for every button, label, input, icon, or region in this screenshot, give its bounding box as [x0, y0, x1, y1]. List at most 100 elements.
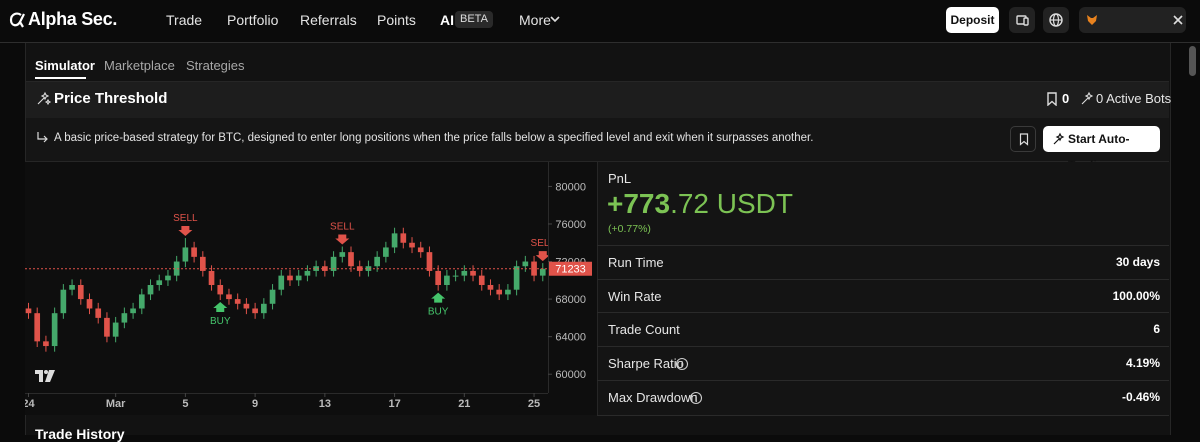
info-icon[interactable]: [675, 357, 689, 371]
stat-label: Max Drawdown: [608, 390, 698, 405]
wallet-button[interactable]: [1079, 7, 1186, 33]
logo[interactable]: Alpha Sec.: [28, 9, 118, 29]
stat-row: Max Drawdown -0.46%: [597, 380, 1169, 416]
save-button[interactable]: [1010, 126, 1036, 152]
nav-link[interactable]: AI: [440, 12, 454, 28]
candle-body: [435, 270, 442, 286]
nav-link[interactable]: More: [519, 12, 551, 28]
candle-body: [391, 233, 398, 248]
start-button[interactable]: Start Auto-Trading: [1043, 126, 1160, 172]
candle-body: [539, 268, 546, 276]
stat-label: Win Rate: [608, 289, 662, 304]
nav-link[interactable]: Portfolio: [227, 12, 279, 28]
x-tick-label: 5: [182, 398, 188, 410]
candle-body: [121, 313, 128, 323]
deposit-button[interactable]: Deposit: [946, 7, 999, 33]
nav-link[interactable]: Referrals: [300, 12, 357, 28]
strategy-header: [26, 81, 1169, 119]
scrollbar[interactable]: [1189, 46, 1196, 76]
x-tick-label: 21: [458, 398, 470, 410]
tab[interactable]: Simulator: [35, 58, 95, 73]
candle-body: [199, 256, 206, 271]
tab[interactable]: Marketplace: [104, 58, 175, 73]
x-tick-label: Mar: [106, 398, 126, 410]
y-tick-label: 76000: [555, 219, 586, 231]
stat-row: Run Time 30 days: [597, 245, 1169, 279]
stat-value: 30 days: [1115, 255, 1160, 269]
language-button[interactable]: [1043, 7, 1069, 33]
y-tick-label: 80000: [555, 181, 586, 193]
candle-body: [313, 266, 319, 271]
candle-body: [261, 303, 267, 314]
candle-body: [409, 242, 415, 248]
pnl-main: +773: [607, 188, 671, 219]
signal-label: SELL: [531, 238, 556, 249]
close-icon[interactable]: [1172, 14, 1184, 26]
bookmark-count: 0: [1062, 91, 1070, 106]
candle-body: [69, 285, 75, 290]
candle-body: [173, 261, 180, 276]
candle-body: [252, 308, 258, 314]
stat-value: -0.46%: [1121, 390, 1160, 404]
candle-body: [348, 252, 354, 267]
candle-body: [513, 266, 520, 290]
candle-body: [234, 299, 241, 304]
stat-value: 100.00%: [1112, 289, 1160, 303]
signal-label: SELL: [173, 213, 198, 224]
y-tick-label: 64000: [555, 332, 586, 344]
beta-badge: BETA: [455, 11, 493, 28]
price-tag-label: 71233: [555, 264, 586, 276]
candle-body: [104, 317, 110, 337]
candle-body: [522, 261, 529, 267]
candle-body: [487, 285, 494, 290]
stat-row: Sharpe Ratio 4.19%: [597, 346, 1169, 380]
section-title: Trade History: [35, 426, 125, 442]
candle-body: [130, 308, 136, 314]
nav-link[interactable]: Trade: [166, 12, 203, 28]
bot-icon: [1081, 91, 1094, 105]
candle-body: [444, 275, 450, 286]
signal-arrow: [431, 292, 446, 303]
plot-area: SELL BUY SELL BUY SELL: [25, 213, 556, 352]
candle-body: [304, 270, 311, 276]
signal-label: BUY: [210, 316, 231, 327]
candle-body: [278, 275, 285, 290]
x-tick-label: 25: [528, 398, 540, 410]
x-tick-label: 17: [388, 398, 400, 410]
signal-arrow: [335, 234, 350, 245]
signal-arrow: [535, 251, 548, 262]
info-icon[interactable]: [689, 391, 703, 405]
pnl-rest: .72 USDT: [670, 188, 794, 219]
signal-label: SELL: [330, 222, 355, 233]
top-nav: Alpha Sec. Trade Portfolio Referrals Poi…: [0, 0, 1200, 43]
candle-body: [339, 252, 346, 257]
candle-body: [147, 285, 154, 295]
candle-body: [426, 252, 433, 271]
signal-arrow: [213, 302, 228, 313]
tab[interactable]: Strategies: [186, 58, 245, 73]
device-button[interactable]: [1009, 7, 1035, 33]
candle-body: [287, 275, 293, 281]
tradingview-logo: [35, 370, 55, 382]
candle-body: [34, 313, 41, 342]
candle-body: [269, 289, 276, 304]
candle-body: [452, 275, 459, 277]
nav-link[interactable]: Points: [377, 12, 416, 28]
tab-underline: [35, 77, 86, 79]
candle-body: [112, 322, 119, 337]
candle-body: [470, 270, 476, 276]
strategy-title: Price Threshold: [54, 90, 168, 107]
candle-body: [165, 275, 171, 281]
candle-body: [365, 266, 372, 271]
candle-body: [25, 308, 32, 314]
stat-row: Win Rate 100.00%: [597, 279, 1169, 313]
sparkle-icon: [37, 91, 51, 106]
arrow-icon: [37, 132, 48, 143]
pnl-percent: (+0.77%): [608, 223, 651, 235]
candle-body: [496, 289, 503, 295]
strategy-description: A basic price-based strategy for BTC, de…: [54, 132, 814, 144]
candle-body: [374, 256, 380, 267]
bookmark-icon: [1047, 92, 1057, 106]
